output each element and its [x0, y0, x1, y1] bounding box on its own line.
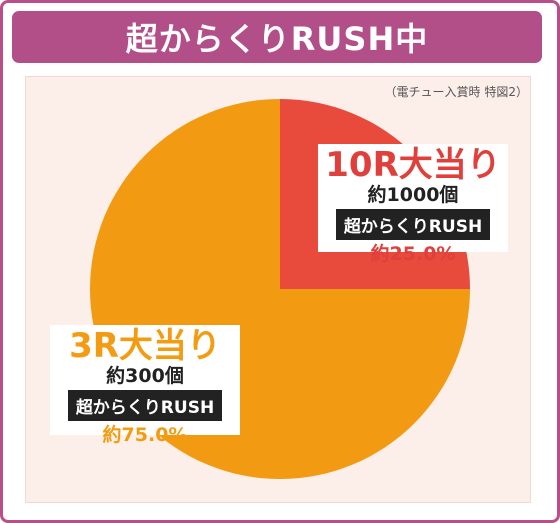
label-3r: 3R大当り 約300個 超からくりRUSH 約75.0% [50, 325, 240, 446]
slice-10r-label: 10R大当り [325, 145, 501, 185]
slice-3r-mode: 超からくりRUSH [67, 390, 223, 421]
chart-title: 超からくりRUSH中 [125, 20, 429, 58]
slice-3r-percent: 約75.0% [102, 424, 188, 446]
slice-10r-count: 約1000個 [367, 184, 459, 206]
label-10r: 10R大当り 約1000個 超からくりRUSH 約25.0% [318, 144, 508, 265]
slice-10r-mode: 超からくりRUSH [335, 209, 491, 240]
note-text: （電チュー入賞時 特図2） [384, 85, 528, 99]
title-bar: 超からくりRUSH中 [12, 11, 542, 63]
slice-3r-label: 3R大当り [69, 326, 221, 366]
slice-3r-count: 約300個 [106, 365, 184, 387]
slice-10r-percent: 約25.0% [370, 243, 456, 265]
